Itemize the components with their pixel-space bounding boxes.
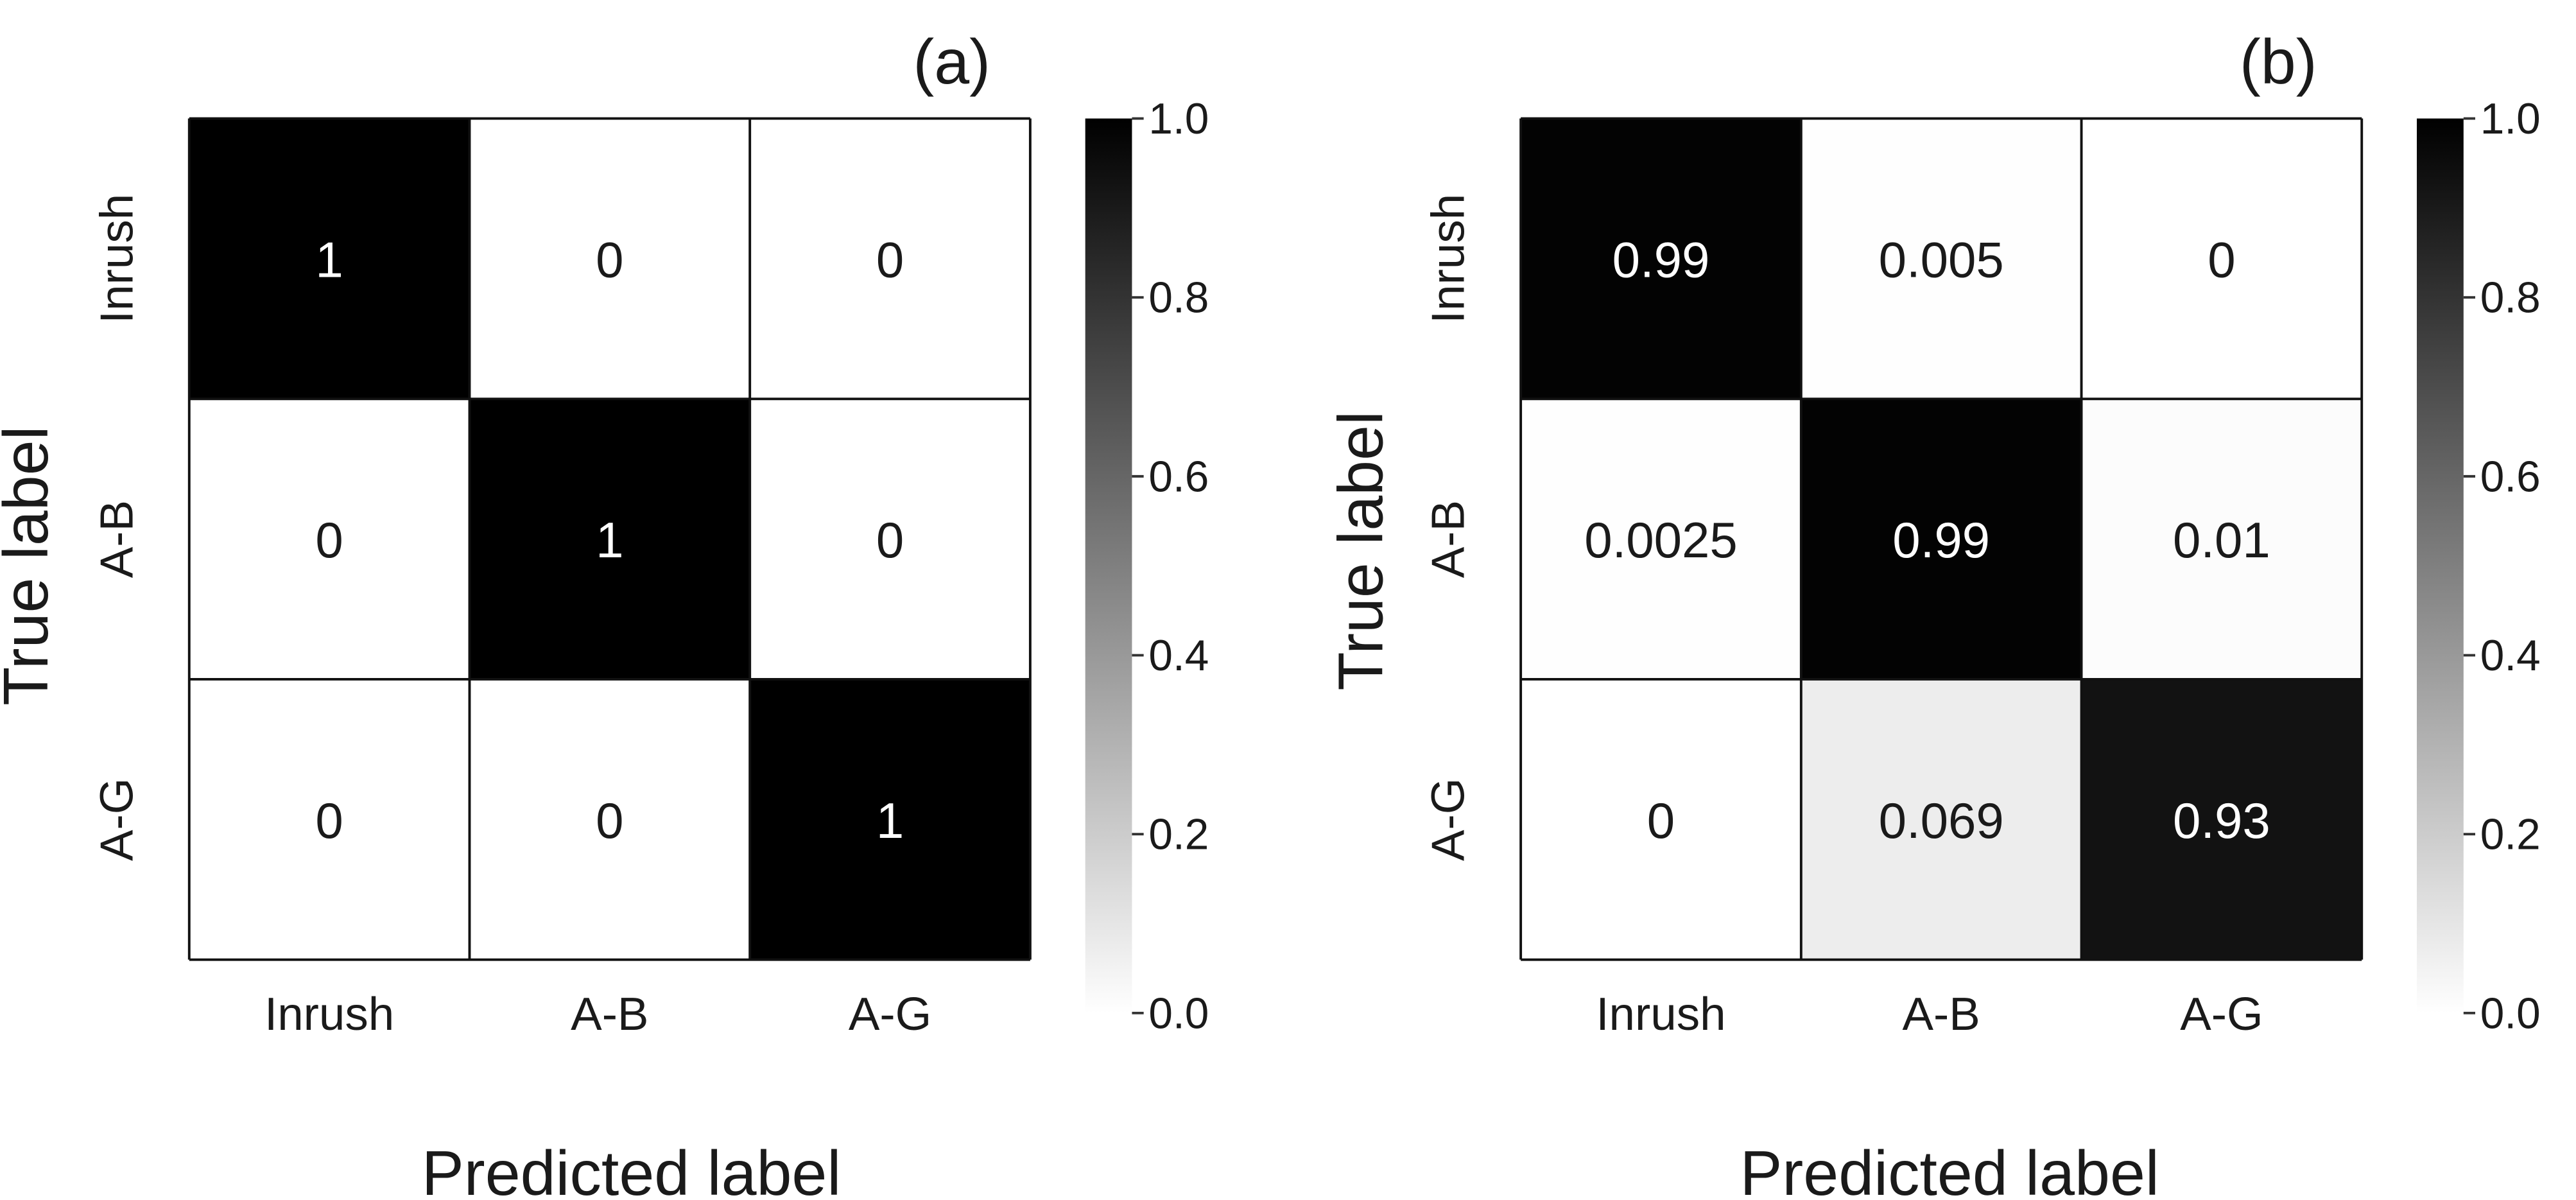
panel-a-colorbar-gradient [1085,118,1132,1013]
panel-a-xlabel: Predicted label [422,1138,841,1200]
colorbar-tick-label: 0.6 [2480,453,2541,501]
cell-value-label: 0.99 [1892,512,1990,568]
colorbar-tick-label: 0.2 [1148,811,1209,859]
colorbar-tick-label: 0.4 [2480,632,2541,680]
heatmap-cell [750,399,1030,679]
cell-value-label: 0 [2208,232,2235,288]
colorbar-tick-label: 1.0 [2480,95,2541,143]
cell-value-label: 0 [876,512,904,568]
heatmap-cell [189,118,470,399]
cell-value-label: 0.99 [1612,232,1710,288]
heatmap-cell [2081,118,2362,399]
panel-b-grid [1519,117,2364,961]
panel-a-title: (a) [913,26,990,97]
x-tick-label: A-G [849,988,931,1040]
panel-b-yticks: Inrush A-B A-G [1422,194,1474,861]
cell-value-label: 0 [315,512,343,568]
cell-value-label: 0.0025 [1584,512,1737,568]
panel-a-grid [187,117,1032,961]
heatmap-cell [750,118,1030,399]
cell-value-label: 1 [315,232,343,288]
colorbar-tick-label: 0.4 [1148,632,1209,680]
panel-b-title: (b) [2240,26,2317,97]
x-tick-label: A-B [571,988,648,1040]
cell-value-label: 0.005 [1879,232,2004,288]
x-tick-label: Inrush [1596,988,1725,1040]
panel-b-xlabel: Predicted label [1740,1138,2159,1200]
panel-a-ylabel: True label [0,426,61,706]
heatmap-cell [189,679,470,960]
heatmap-cell [1801,118,2082,399]
panel-b-cells: 0.99 0.005 0 0.0025 0.99 0.01 0 0.069 0.93 [1521,118,2362,960]
y-tick-label: A-G [1422,778,1474,861]
colorbar-tick-label: 0.8 [1148,274,1209,322]
cell-value-label: 0 [596,792,623,849]
heatmap-cell [2081,399,2362,679]
y-tick-label: A-B [91,500,143,578]
heatmap-cell [2081,679,2362,960]
colorbar-tick-label: 0.0 [2480,989,2541,1038]
y-tick-label: Inrush [91,194,143,324]
heatmap-cell [469,679,750,960]
heatmap-cell [1521,399,1801,679]
cell-value-label: 0 [876,232,904,288]
colorbar-tick-label: 0.8 [2480,274,2541,322]
colorbar-tick-label: 0.6 [1148,453,1209,501]
heatmap-cell [1521,118,1801,399]
panel-b-colorbar-ticks: 0.0 0.2 0.4 0.6 0.8 1.0 [2463,95,2541,1038]
panel-a-xticks: Inrush A-B A-G [264,988,931,1040]
panel-a-colorbar-ticks: 0.0 0.2 0.4 0.6 0.8 1.0 [1132,95,1209,1038]
panel-a: (a) 1 0 00 1 00 0 1 Inrush A-B A-G InrushA-BA-G … [0,26,1209,1200]
cell-value-label: 0.069 [1879,792,2004,849]
cell-value-label: 1 [876,792,904,849]
x-tick-label: A-G [2180,988,2263,1040]
panel-a-yticks: Inrush A-B A-G [91,194,143,861]
cell-value-label: 0.01 [2173,512,2270,568]
heatmap-cell [1521,679,1801,960]
x-tick-label: A-B [1903,988,1980,1040]
colorbar-tick-label: 1.0 [1148,95,1209,143]
cell-value-label: 0 [1647,792,1675,849]
panel-b-colorbar-gradient [2417,118,2464,1013]
panel-b: (b) 0.99 0.005 0 0.0025 0.99 0.01 0 0.069 0.93 I… [1325,26,2540,1200]
panel-b-ylabel: True label [1325,411,1396,691]
y-tick-label: Inrush [1422,194,1474,324]
heatmap-cell [469,399,750,679]
heatmap-cell [189,399,470,679]
heatmap-cell [1801,399,2082,679]
cell-value-label: 0.93 [2173,792,2270,849]
panel-a-cells: 1 0 0 0 1 0 0 0 1 [189,118,1030,960]
cell-value-label: 0 [315,792,343,849]
heatmap-cell [469,118,750,399]
colorbar-tick-label: 0.0 [1148,989,1209,1038]
y-tick-label: A-B [1422,500,1474,578]
y-tick-label: A-G [91,778,143,861]
x-tick-label: Inrush [264,988,394,1040]
heatmap-cell [750,679,1030,960]
cell-value-label: 0 [596,232,623,288]
heatmap-cell [1801,679,2082,960]
panel-b-colorbar: 0.0 0.2 0.4 0.6 0.8 1.0 [2417,95,2541,1038]
panel-a-colorbar: 0.0 0.2 0.4 0.6 0.8 1.0 [1085,95,1209,1038]
cell-value-label: 1 [596,512,623,568]
panel-b-xticks: Inrush A-B A-G [1596,988,2263,1040]
colorbar-tick-label: 0.2 [2480,811,2541,859]
